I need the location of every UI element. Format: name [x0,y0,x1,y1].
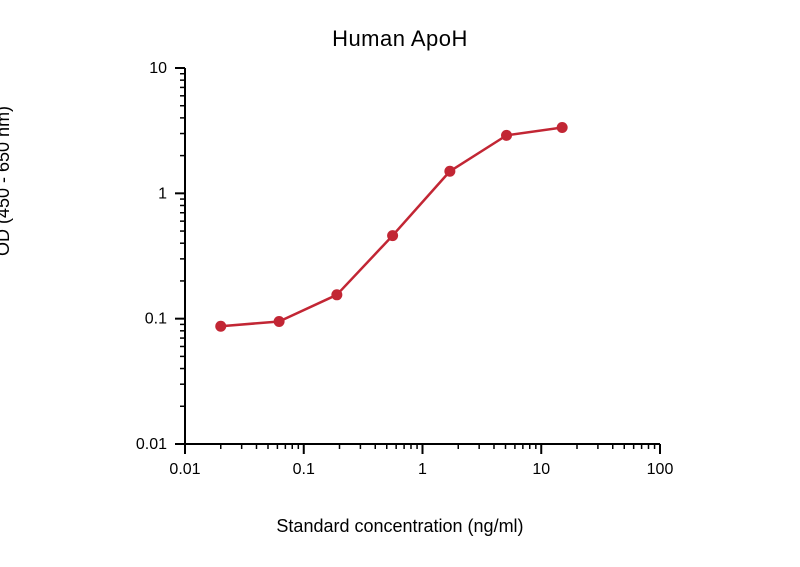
svg-text:0.01: 0.01 [169,461,200,478]
svg-text:100: 100 [647,461,674,478]
svg-text:0.1: 0.1 [145,311,167,328]
svg-text:1: 1 [158,185,167,202]
svg-text:10: 10 [532,461,550,478]
svg-text:10: 10 [149,60,167,77]
svg-text:0.1: 0.1 [293,461,315,478]
chart-container: Human ApoH OD (450 - 650 nm) Standard co… [0,0,800,567]
svg-text:1: 1 [418,461,427,478]
svg-text:0.01: 0.01 [136,436,167,453]
plot-svg: 0.01 0.1 1 10 100 0.01 0.1 1 10 [0,0,800,567]
